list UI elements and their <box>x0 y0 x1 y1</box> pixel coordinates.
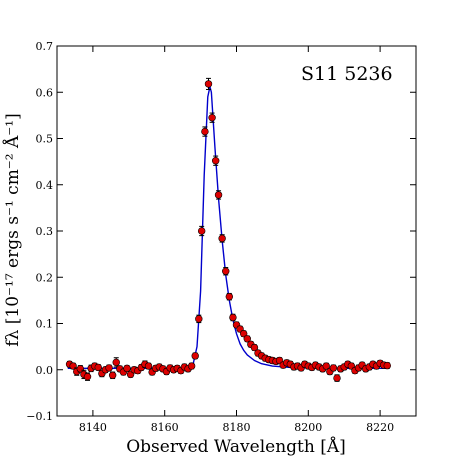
data-point <box>225 292 234 301</box>
y-tick-label: 0.1 <box>36 318 54 331</box>
model-line <box>67 86 388 370</box>
y-tick-label: 0.0 <box>36 364 54 377</box>
data-point <box>214 191 223 199</box>
x-tick-label: 8140 <box>79 421 107 434</box>
axes-layer: 8140 8160 8180 8200 8220 −0.1 0.0 0.1 0.2 0.3 0.4 0… <box>26 40 417 434</box>
data-point <box>197 227 206 235</box>
data-point <box>211 157 220 165</box>
data-point <box>243 335 251 343</box>
data-point <box>329 364 338 372</box>
data-point <box>108 371 117 379</box>
y-tick-label: 0.7 <box>36 40 54 53</box>
data-point <box>208 113 216 122</box>
y-tick-label: 0.6 <box>36 86 54 99</box>
data-point <box>333 374 341 382</box>
y-tick-label: 0.3 <box>36 225 54 238</box>
plot-frame <box>56 45 417 417</box>
data-point <box>112 358 120 367</box>
x-tick-label: 8200 <box>294 421 322 434</box>
data-point <box>187 362 196 370</box>
y-axis-label: fλ [10⁻¹⁷ ergs s⁻¹ cm⁻² Å⁻¹] <box>2 113 23 346</box>
x-axis-label: Observed Wavelength [Å] <box>126 436 346 457</box>
y-tick-label: 0.5 <box>36 133 54 146</box>
data-point <box>201 127 209 136</box>
data-point <box>239 329 248 338</box>
x-tick-label: 8160 <box>151 421 179 434</box>
x-tick-label: 8220 <box>366 421 394 434</box>
y-tick-label: 0.2 <box>36 271 54 284</box>
data-point <box>322 362 330 370</box>
y-tick-label: 0.4 <box>36 179 54 192</box>
data-point <box>105 364 113 372</box>
object-label: S11 5236 <box>301 63 393 85</box>
data-point <box>195 315 203 323</box>
data-point <box>383 361 391 370</box>
data-point <box>229 313 237 322</box>
data-point <box>144 362 153 370</box>
data-point <box>123 364 131 373</box>
data-point <box>222 267 230 275</box>
data-point <box>250 343 259 352</box>
data-point <box>204 80 213 88</box>
data-point <box>83 372 92 381</box>
y-tick-label: −0.1 <box>26 410 53 423</box>
data-point <box>94 363 102 372</box>
model-line-layer <box>67 86 388 370</box>
data-point <box>218 234 226 243</box>
data-point <box>191 352 199 360</box>
data-points-layer <box>65 77 391 382</box>
x-tick-label: 8180 <box>223 421 251 434</box>
